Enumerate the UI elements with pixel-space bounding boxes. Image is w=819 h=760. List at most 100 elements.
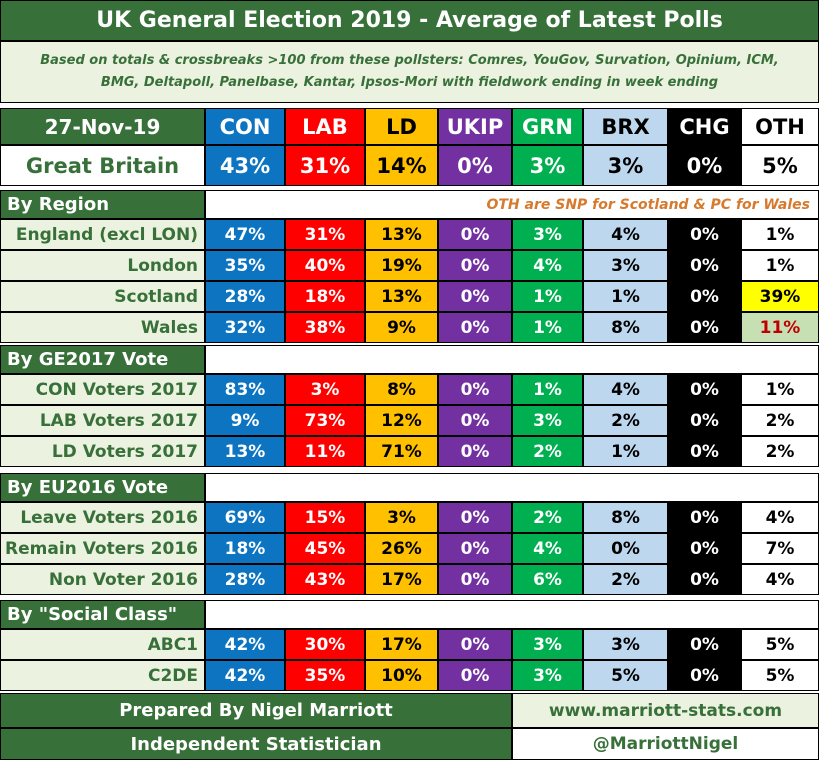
value-cell-ukip: 0%: [438, 533, 512, 564]
value-cell-lab: 30%: [285, 629, 365, 660]
value-cell-ukip: 0%: [438, 250, 512, 281]
party-header-oth: OTH: [741, 108, 819, 145]
value-cell-chg: 0%: [668, 312, 741, 343]
value-cell-lab: 15%: [285, 502, 365, 533]
group-header: By "Social Class": [0, 600, 205, 629]
value-cell-oth: 5%: [741, 660, 819, 691]
subtitle-line-1: Based on totals & crossbreaks >100 from …: [40, 53, 779, 68]
value-cell-ld: 3%: [365, 502, 438, 533]
value-cell-ukip: 0%: [438, 502, 512, 533]
value-cell-lab: 18%: [285, 281, 365, 312]
value-cell-chg: 0%: [668, 405, 741, 436]
row-label: C2DE: [0, 660, 205, 691]
party-header-con: CON: [205, 108, 285, 145]
value-cell-ld: 17%: [365, 564, 438, 595]
value-cell-oth: 5%: [741, 629, 819, 660]
value-cell-chg: 0%: [668, 219, 741, 250]
footer-handle: @MarriottNigel: [512, 728, 819, 760]
value-cell-ld: 26%: [365, 533, 438, 564]
value-cell-ukip: 0%: [438, 219, 512, 250]
row-label: CON Voters 2017: [0, 374, 205, 405]
group-spacer: [205, 345, 819, 374]
value-cell-ld: 71%: [365, 436, 438, 467]
value-cell-con: 28%: [205, 564, 285, 595]
value-cell-grn: 1%: [512, 281, 583, 312]
overall-value-ld: 14%: [365, 145, 438, 186]
value-cell-brx: 2%: [583, 564, 668, 595]
party-header-grn: GRN: [512, 108, 583, 145]
value-cell-grn: 3%: [512, 629, 583, 660]
group-header: By EU2016 Vote: [0, 473, 205, 502]
value-cell-con: 9%: [205, 405, 285, 436]
value-cell-ld: 13%: [365, 219, 438, 250]
row-label: Wales: [0, 312, 205, 343]
value-cell-grn: 2%: [512, 502, 583, 533]
overall-value-brx: 3%: [583, 145, 668, 186]
party-header-ukip: UKIP: [438, 108, 512, 145]
value-cell-lab: 3%: [285, 374, 365, 405]
row-label: Leave Voters 2016: [0, 502, 205, 533]
value-cell-oth: 7%: [741, 533, 819, 564]
value-cell-chg: 0%: [668, 564, 741, 595]
value-cell-oth: 2%: [741, 405, 819, 436]
value-cell-brx: 8%: [583, 502, 668, 533]
value-cell-ukip: 0%: [438, 629, 512, 660]
value-cell-oth: 4%: [741, 502, 819, 533]
value-cell-brx: 2%: [583, 405, 668, 436]
value-cell-con: 35%: [205, 250, 285, 281]
value-cell-brx: 3%: [583, 629, 668, 660]
footer-prepared-by: Prepared By Nigel Marriott: [0, 693, 512, 728]
value-cell-ld: 12%: [365, 405, 438, 436]
row-label: LD Voters 2017: [0, 436, 205, 467]
value-cell-oth: 1%: [741, 219, 819, 250]
value-cell-oth: 1%: [741, 250, 819, 281]
value-cell-grn: 1%: [512, 374, 583, 405]
value-cell-con: 13%: [205, 436, 285, 467]
value-cell-ukip: 0%: [438, 405, 512, 436]
oth-note: OTH are SNP for Scotland & PC for Wales: [205, 190, 819, 219]
value-cell-chg: 0%: [668, 629, 741, 660]
row-label: England (excl LON): [0, 219, 205, 250]
value-cell-oth: 39%: [741, 281, 819, 312]
party-header-ld: LD: [365, 108, 438, 145]
footer-role: Independent Statistician: [0, 728, 512, 760]
subtitle: Based on totals & crossbreaks >100 from …: [0, 41, 819, 103]
value-cell-grn: 2%: [512, 436, 583, 467]
value-cell-lab: 45%: [285, 533, 365, 564]
value-cell-grn: 6%: [512, 564, 583, 595]
overall-value-con: 43%: [205, 145, 285, 186]
party-header-lab: LAB: [285, 108, 365, 145]
value-cell-lab: 73%: [285, 405, 365, 436]
row-label: ABC1: [0, 629, 205, 660]
value-cell-brx: 8%: [583, 312, 668, 343]
value-cell-brx: 3%: [583, 250, 668, 281]
value-cell-ukip: 0%: [438, 564, 512, 595]
value-cell-chg: 0%: [668, 436, 741, 467]
date-label: 27-Nov-19: [0, 108, 205, 145]
value-cell-brx: 4%: [583, 374, 668, 405]
value-cell-con: 83%: [205, 374, 285, 405]
overall-value-lab: 31%: [285, 145, 365, 186]
value-cell-brx: 4%: [583, 219, 668, 250]
value-cell-oth: 2%: [741, 436, 819, 467]
value-cell-lab: 35%: [285, 660, 365, 691]
value-cell-chg: 0%: [668, 374, 741, 405]
value-cell-ukip: 0%: [438, 436, 512, 467]
overall-value-grn: 3%: [512, 145, 583, 186]
value-cell-ld: 19%: [365, 250, 438, 281]
value-cell-ukip: 0%: [438, 312, 512, 343]
value-cell-grn: 1%: [512, 312, 583, 343]
value-cell-lab: 38%: [285, 312, 365, 343]
value-cell-grn: 3%: [512, 219, 583, 250]
value-cell-brx: 1%: [583, 436, 668, 467]
value-cell-oth: 4%: [741, 564, 819, 595]
value-cell-ld: 9%: [365, 312, 438, 343]
value-cell-lab: 11%: [285, 436, 365, 467]
footer-website: www.marriott-stats.com: [512, 693, 819, 728]
value-cell-con: 28%: [205, 281, 285, 312]
value-cell-grn: 3%: [512, 660, 583, 691]
group-spacer: [205, 473, 819, 502]
row-label: London: [0, 250, 205, 281]
value-cell-ld: 10%: [365, 660, 438, 691]
